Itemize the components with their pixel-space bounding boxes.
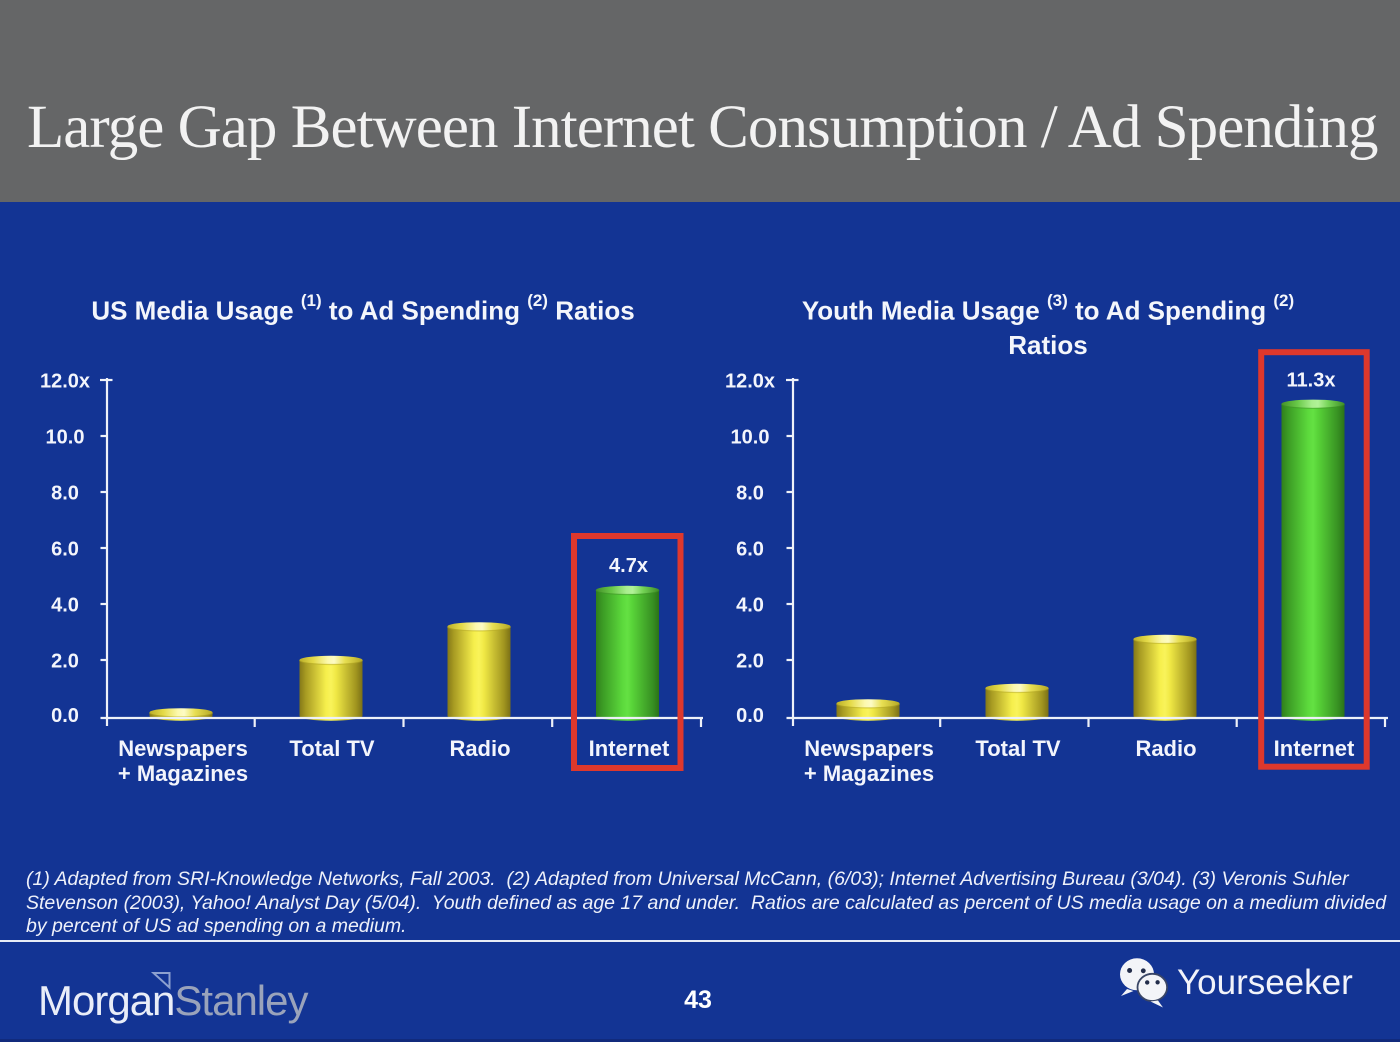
- svg-text:Internet: Internet: [1274, 736, 1355, 761]
- svg-text:12.0x: 12.0x: [725, 371, 775, 393]
- svg-text:10.0: 10.0: [46, 427, 85, 449]
- svg-text:8.0: 8.0: [736, 483, 764, 505]
- svg-text:Radio: Radio: [449, 736, 510, 761]
- svg-text:12.0x: 12.0x: [40, 371, 90, 393]
- svg-text:4.7x: 4.7x: [609, 555, 648, 577]
- svg-text:+ Magazines: + Magazines: [804, 761, 934, 786]
- svg-text:+ Magazines: + Magazines: [118, 761, 248, 786]
- svg-text:6.0: 6.0: [51, 539, 79, 561]
- svg-text:Total TV: Total TV: [975, 736, 1060, 761]
- svg-text:4.0: 4.0: [736, 595, 764, 617]
- svg-text:4.0: 4.0: [51, 595, 79, 617]
- svg-text:Total TV: Total TV: [289, 736, 374, 761]
- svg-text:11.3x: 11.3x: [1287, 370, 1336, 392]
- svg-text:2.0: 2.0: [736, 651, 764, 673]
- svg-text:2.0: 2.0: [51, 651, 79, 673]
- svg-text:Newspapers: Newspapers: [804, 736, 934, 761]
- svg-text:6.0: 6.0: [736, 539, 764, 561]
- svg-text:8.0: 8.0: [51, 483, 79, 505]
- svg-text:Newspapers: Newspapers: [118, 736, 248, 761]
- svg-text:Radio: Radio: [1135, 736, 1196, 761]
- svg-text:0.0: 0.0: [51, 705, 79, 727]
- svg-text:10.0: 10.0: [731, 427, 770, 449]
- svg-text:0.0: 0.0: [736, 705, 764, 727]
- svg-text:Internet: Internet: [589, 736, 670, 761]
